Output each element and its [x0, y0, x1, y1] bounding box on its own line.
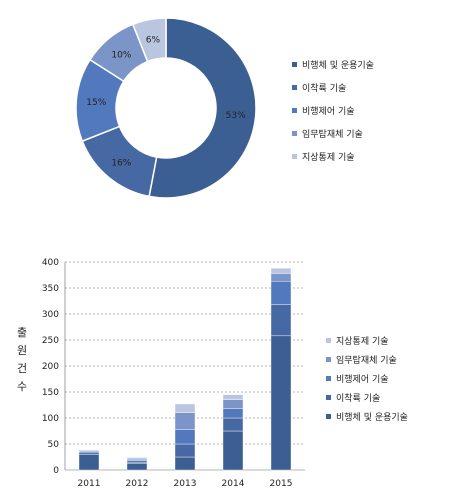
bar-2013-series-2 — [174, 443, 196, 458]
bar-2011-series-1 — [78, 454, 100, 471]
bar-legend-swatch-3 — [326, 376, 331, 381]
donut-slice-5 — [131, 17, 167, 63]
donut-legend-swatch-4 — [292, 131, 297, 136]
bar-2011-series-2 — [78, 452, 100, 455]
donut-legend-label-5: 지상통제 기술 — [302, 152, 355, 163]
bar-2013-series-3 — [174, 429, 196, 445]
x-tick-2011: 2011 — [78, 479, 101, 489]
bar-legend-label-5: 지상통제 기술 — [336, 336, 389, 347]
donut-slice-label-3: 15% — [86, 98, 106, 108]
bar-2011-series-5 — [78, 449, 100, 451]
y-tick-100: 100 — [42, 414, 59, 424]
bar-2015-series-3 — [270, 281, 292, 305]
bar-2014-series-4 — [222, 399, 244, 409]
y-tick-300: 300 — [42, 310, 59, 320]
donut-legend-label-1: 비행체 및 운용기술 — [302, 59, 374, 71]
x-tick-2014: 2014 — [222, 479, 245, 489]
bar-2012-series-3 — [126, 460, 148, 463]
bar-2012-series-4 — [126, 458, 148, 461]
y-tick-200: 200 — [42, 362, 59, 372]
donut-slice-label-2: 16% — [111, 158, 131, 168]
y-tick-50: 50 — [48, 440, 60, 450]
bar-legend-label-1: 비행체 및 운용기술 — [336, 411, 408, 423]
donut-legend-label-2: 이착륙 기술 — [302, 83, 346, 94]
bar-legend-label-4: 임무탑재체 기술 — [336, 354, 397, 366]
bar-2013-series-5 — [174, 403, 196, 413]
x-tick-labels: 2011 2012 2013 2014 2015 — [78, 479, 293, 489]
y-label-char-2: 원 — [17, 344, 27, 357]
bar-legend-label-2: 이착륙 기술 — [336, 393, 380, 404]
y-tick-0: 0 — [53, 466, 59, 476]
donut-legend-label-3: 비행제어 기술 — [302, 105, 355, 117]
y-label-char-1: 출 — [17, 326, 27, 339]
bar-legend-swatch-1 — [326, 414, 331, 419]
y-label-char-3: 건 — [17, 362, 27, 375]
donut-slice-1 — [148, 17, 257, 199]
bar-2014-series-2 — [222, 417, 244, 432]
bar-2013-series-1 — [174, 456, 196, 471]
bar-2015-series-4 — [270, 273, 292, 282]
bar-2015-series-2 — [270, 304, 292, 337]
bar-legend-swatch-5 — [326, 338, 331, 343]
y-tick-400: 400 — [42, 258, 59, 268]
bar-2015-series-5 — [270, 268, 292, 274]
y-tick-350: 350 — [42, 284, 59, 294]
donut-chart: 53% 16% 15% 10% 6% — [75, 17, 257, 199]
bar-legend-swatch-4 — [326, 357, 331, 362]
bar-2012-series-2 — [126, 462, 148, 464]
bar-2015-series-1 — [270, 335, 292, 471]
bar-legend-label-3: 비행제어 기술 — [336, 373, 389, 385]
x-tick-2013: 2013 — [174, 479, 197, 489]
y-tick-150: 150 — [42, 388, 59, 398]
bar-2014-series-3 — [222, 408, 244, 419]
bar-2012-series-1 — [126, 463, 148, 471]
bar-legend-swatch-2 — [326, 395, 331, 400]
donut-legend-swatch-2 — [292, 85, 297, 90]
y-tick-250: 250 — [42, 336, 59, 346]
bar-2013-series-4 — [174, 412, 196, 430]
donut-legend-swatch-3 — [292, 108, 297, 113]
donut-legend-label-4: 임무탑재체 기술 — [302, 128, 363, 140]
bar-2014-series-5 — [222, 394, 244, 401]
bar-2014-series-1 — [222, 430, 244, 471]
bar-2012-series-5 — [126, 457, 148, 460]
x-tick-2012: 2012 — [126, 479, 149, 489]
bars — [78, 268, 292, 471]
donut-legend-swatch-5 — [292, 154, 297, 159]
donut-slice-label-1: 53% — [226, 111, 246, 121]
y-tick-labels: 0 50 100 150 200 250 300 350 400 — [42, 258, 59, 476]
donut-slice-label-5: 6% — [146, 36, 161, 46]
x-tick-2015: 2015 — [270, 479, 293, 489]
donut-legend-swatch-1 — [292, 62, 297, 67]
donut-slice-label-4: 10% — [111, 51, 131, 61]
y-label-char-4: 수 — [17, 380, 27, 393]
